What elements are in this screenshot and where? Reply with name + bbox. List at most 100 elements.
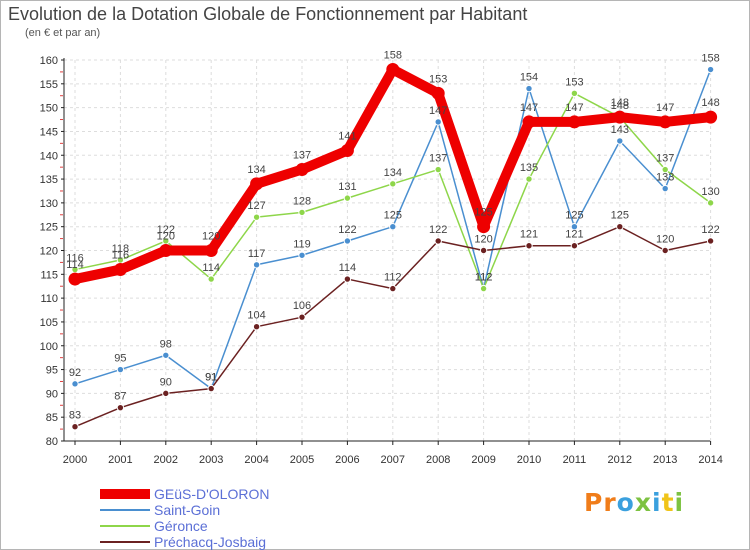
data-label: 120 <box>474 234 492 246</box>
data-point <box>706 65 715 74</box>
data-label: 120 <box>202 231 220 243</box>
data-point <box>479 284 488 293</box>
data-label: 112 <box>475 272 493 284</box>
y-tick-label: 95 <box>46 365 58 377</box>
x-tick-label: 2003 <box>199 454 223 466</box>
data-label: 147 <box>565 102 583 114</box>
x-tick-label: 2000 <box>63 454 87 466</box>
data-label: 147 <box>520 102 538 114</box>
data-point <box>298 251 306 259</box>
data-point <box>207 384 215 393</box>
data-point <box>298 208 306 217</box>
legend-swatch <box>100 502 150 518</box>
data-point <box>570 89 579 98</box>
logo-letter: r <box>603 488 617 517</box>
x-tick-label: 2004 <box>244 454 268 466</box>
chart-title: Evolution de la Dotation Globale de Fonc… <box>8 4 528 24</box>
data-label: 148 <box>701 97 719 109</box>
data-point <box>706 199 715 207</box>
data-label: 122 <box>338 224 356 236</box>
data-label: 125 <box>611 210 629 222</box>
y-tick-label: 155 <box>40 79 58 91</box>
data-label: 154 <box>520 72 538 84</box>
series-saint-goin <box>71 65 715 393</box>
data-label: 114 <box>66 259 84 271</box>
data-label: 125 <box>565 210 583 222</box>
data-label: 131 <box>338 181 356 193</box>
data-label: 92 <box>69 367 81 379</box>
data-point <box>616 137 624 145</box>
legend-swatch <box>100 518 150 534</box>
y-tick-label: 125 <box>40 222 58 234</box>
data-point <box>207 275 215 283</box>
data-point <box>389 284 397 293</box>
data-point <box>658 115 672 129</box>
y-tick-label: 140 <box>40 150 58 162</box>
x-tick-label: 2010 <box>517 454 541 466</box>
data-point <box>386 63 400 77</box>
data-label: 112 <box>384 272 402 284</box>
data-label: 121 <box>565 229 583 241</box>
data-point <box>71 423 79 431</box>
data-label: 120 <box>656 234 674 246</box>
data-label: 147 <box>429 105 447 117</box>
y-tick-label: 110 <box>40 293 58 305</box>
data-label: 95 <box>114 353 126 365</box>
data-label: 147 <box>656 102 674 114</box>
data-label: 141 <box>338 130 356 142</box>
y-tick-label: 135 <box>40 174 58 186</box>
data-label: 125 <box>474 207 492 219</box>
data-label: 158 <box>701 53 719 65</box>
y-tick-label: 160 <box>40 55 58 67</box>
x-tick-label: 2007 <box>381 454 405 466</box>
data-point <box>71 380 79 388</box>
legend-swatch <box>100 534 150 550</box>
data-label: 128 <box>293 195 311 207</box>
y-tick-label: 85 <box>46 412 58 424</box>
y-tick-label: 150 <box>40 103 58 115</box>
data-point <box>661 184 669 193</box>
data-point <box>704 110 718 124</box>
data-label: 83 <box>69 410 81 422</box>
data-label: 127 <box>247 200 265 212</box>
x-tick-label: 2008 <box>426 454 450 466</box>
logo-letter: i <box>652 488 662 517</box>
x-tick-label: 2006 <box>335 454 359 466</box>
data-point <box>250 177 264 191</box>
y-tick-label: 120 <box>40 246 58 258</box>
data-label: 98 <box>160 338 172 350</box>
data-label: 133 <box>656 172 674 184</box>
data-point <box>706 237 715 245</box>
y-tick-label: 90 <box>46 388 58 400</box>
data-point <box>162 389 170 398</box>
x-tick-label: 2014 <box>698 454 722 466</box>
chart-subtitle: (en € et par an) <box>25 27 101 39</box>
data-label: 148 <box>611 100 629 112</box>
data-label: 119 <box>293 238 311 250</box>
legend-label: Géronce <box>154 518 208 534</box>
data-point <box>434 237 442 245</box>
x-tick-label: 2002 <box>154 454 178 466</box>
y-tick-label: 105 <box>40 317 58 329</box>
y-tick-label: 130 <box>40 198 58 210</box>
data-point <box>252 261 261 269</box>
logo-letter: x <box>634 488 652 517</box>
logo-letter: o <box>616 488 635 517</box>
data-label: 122 <box>157 224 175 236</box>
data-label: 112 <box>475 272 493 284</box>
legend-swatch-line <box>100 489 150 499</box>
data-label: 158 <box>384 50 402 62</box>
logo-letter: i <box>674 488 685 517</box>
data-label: 116 <box>66 253 84 265</box>
data-point <box>525 242 533 250</box>
data-point <box>661 246 669 255</box>
legend-swatch-line <box>100 541 150 543</box>
data-point <box>522 115 536 129</box>
y-tick-label: 145 <box>40 126 58 138</box>
x-tick-label: 2009 <box>471 454 495 466</box>
data-label: 148 <box>611 97 629 109</box>
legend-label: Préchacq-Josbaig <box>154 534 267 550</box>
data-point <box>525 175 533 183</box>
proxiti-logo: Proxiti <box>584 488 684 517</box>
